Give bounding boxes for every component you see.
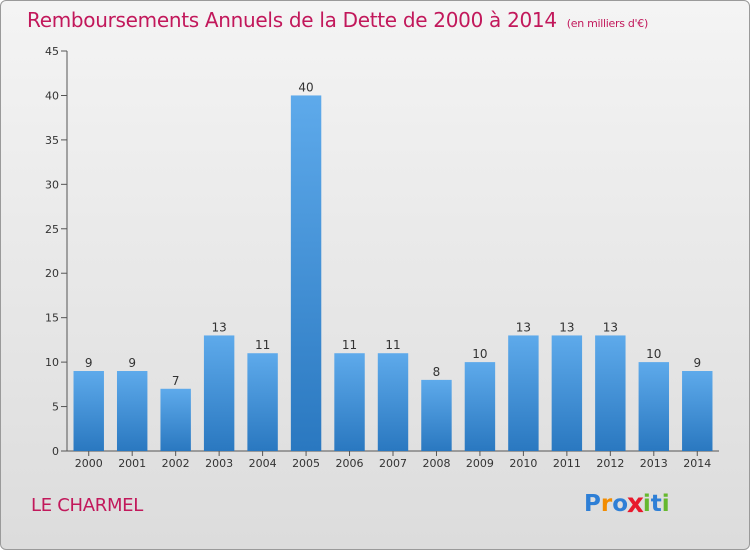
x-tick-label: 2013: [640, 457, 668, 470]
x-tick-label: 2002: [162, 457, 190, 470]
y-tick-label: 10: [45, 356, 59, 369]
bar-value-label: 8: [433, 365, 441, 379]
logo-letter: o: [612, 491, 629, 517]
x-tick-label: 2014: [683, 457, 711, 470]
x-tick-label: 2003: [205, 457, 233, 470]
bar-value-label: 13: [211, 320, 226, 334]
y-tick-label: 45: [45, 45, 59, 58]
logo-letter: i: [661, 491, 670, 517]
x-tick-label: 2006: [336, 457, 364, 470]
bar: [551, 335, 583, 451]
y-tick-label: 0: [52, 445, 59, 458]
bar-value-label: 9: [693, 356, 701, 370]
bar: [334, 353, 365, 451]
x-tick-label: 2001: [118, 457, 146, 470]
bar: [203, 335, 235, 451]
x-tick-label: 2010: [509, 457, 537, 470]
logo-letter: t: [650, 491, 662, 517]
x-tick-label: 2011: [553, 457, 581, 470]
logo-letter: P: [584, 491, 601, 517]
bar-value-label: 13: [603, 320, 618, 334]
y-tick-label: 5: [52, 401, 59, 414]
y-tick-label: 25: [45, 223, 59, 236]
logo-letter: x: [626, 489, 644, 519]
bar-value-label: 9: [85, 356, 93, 370]
chart-subtitle: (en milliers d'€): [566, 17, 648, 30]
bar: [116, 371, 148, 451]
bar: [290, 95, 322, 451]
x-tick-label: 2007: [379, 457, 407, 470]
y-tick-label: 20: [45, 267, 59, 280]
bar-value-label: 13: [559, 320, 574, 334]
logo-letter: r: [600, 491, 613, 517]
bar-value-label: 13: [516, 320, 531, 334]
bar-value-label: 10: [646, 347, 661, 361]
bar-value-label: 11: [342, 338, 357, 352]
logo-letter: i: [642, 491, 651, 517]
chart-bars: 9 9 7 13 11 40 11 11 8 10 13 13 13 10 9: [73, 80, 713, 451]
x-tick-label: 2004: [249, 457, 277, 470]
x-tick-label: 2008: [422, 457, 450, 470]
bar: [638, 362, 670, 451]
bar-value-label: 9: [128, 356, 136, 370]
bar: [595, 335, 626, 451]
y-tick-label: 30: [45, 178, 59, 191]
y-tick-label: 35: [45, 134, 59, 147]
bar: [73, 371, 104, 451]
y-tick-label: 15: [45, 312, 59, 325]
bar: [160, 388, 191, 451]
x-tick-label: 2005: [292, 457, 320, 470]
bar-value-label: 40: [298, 80, 313, 94]
x-tick-label: 2012: [596, 457, 624, 470]
bar: [508, 335, 539, 451]
bar-value-label: 7: [172, 374, 180, 388]
bar-value-label: 11: [385, 338, 400, 352]
proxiti-logo: Proxiti: [584, 489, 670, 519]
y-tick-label: 40: [45, 89, 59, 102]
bar: [682, 371, 713, 451]
town-name: LE CHARMEL: [31, 495, 143, 516]
x-tick-label: 2000: [75, 457, 103, 470]
bar: [421, 379, 452, 451]
chart-title-text: Remboursements Annuels de la Dette de 20…: [27, 8, 557, 32]
bar: [464, 362, 496, 451]
chart-title: Remboursements Annuels de la Dette de 20…: [27, 8, 648, 32]
bar: [377, 353, 409, 451]
chart-axes: 0 5 10 15 20 25 30 35 40 45 2000 2001 2002 2003 2004 20…: [45, 45, 719, 470]
bar: [247, 353, 278, 451]
bar-value-label: 11: [255, 338, 270, 352]
x-tick-label: 2009: [466, 457, 494, 470]
bar-value-label: 10: [472, 347, 487, 361]
